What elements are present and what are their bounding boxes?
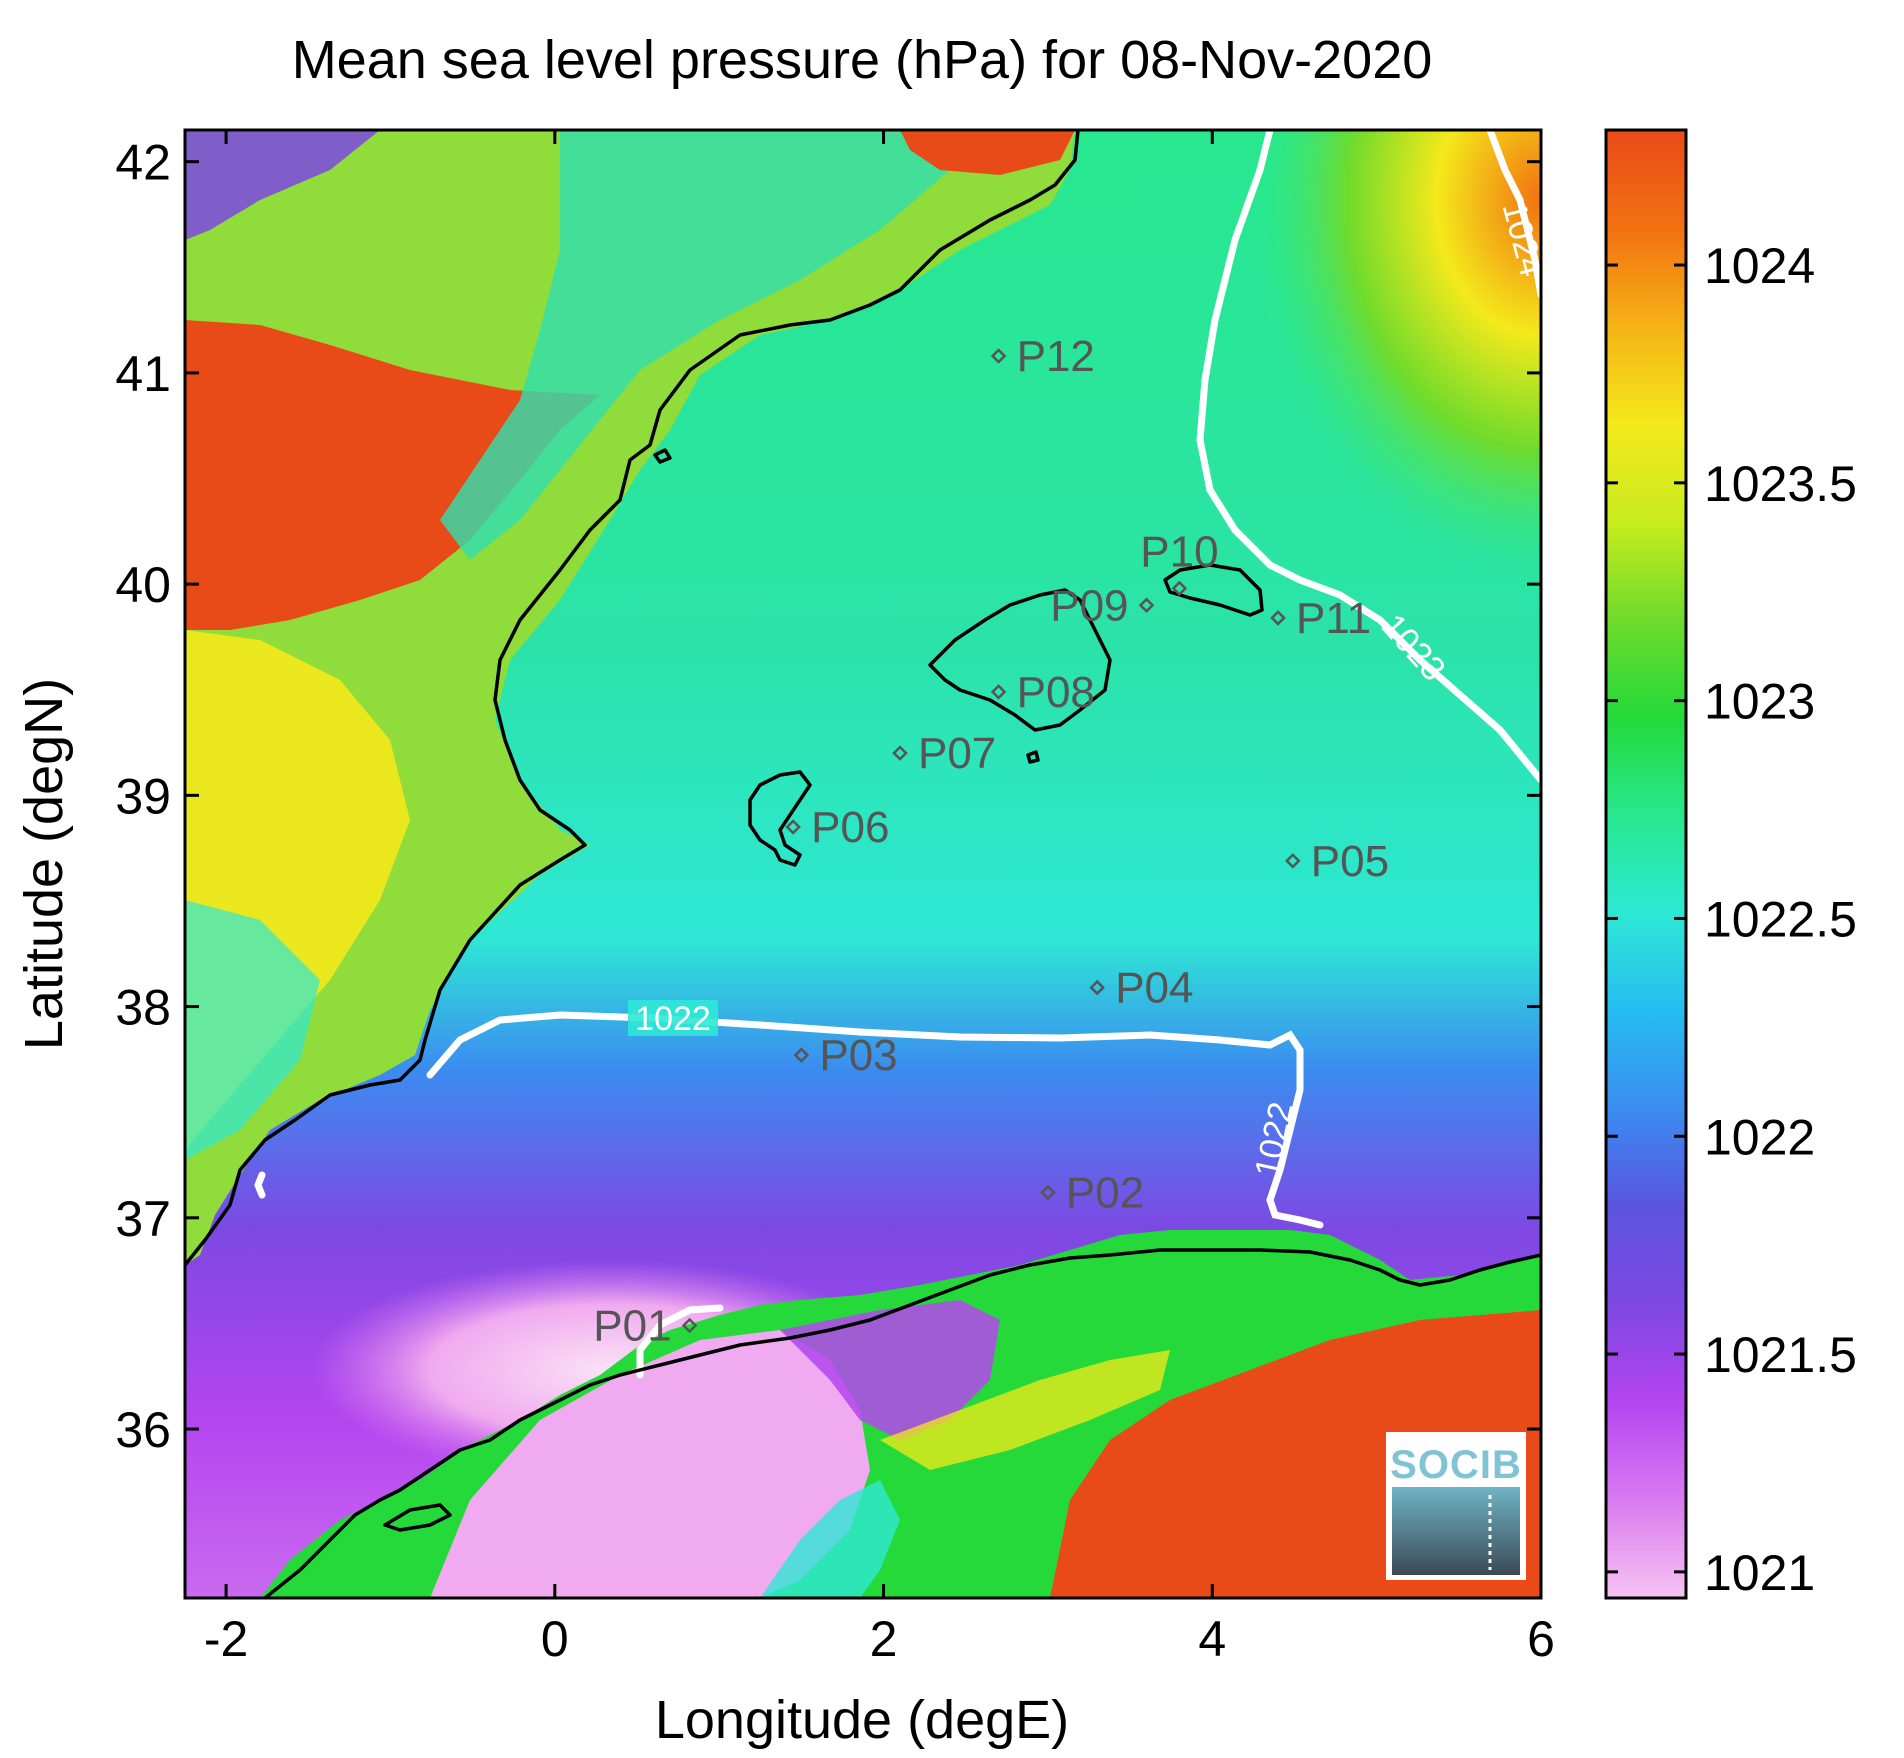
coastline-columbretes: [653, 448, 672, 464]
isobar-1022-north: [426, 1011, 1324, 1229]
coastline-mallorca: [928, 588, 1112, 732]
y-axis-ticks: 36 37 38 39 40 41 42: [115, 135, 1541, 1458]
station-label: P11: [1296, 594, 1371, 643]
iberia-coast-band: [440, 130, 960, 560]
africa-cyan-band: [760, 1480, 900, 1598]
x-tick-label: 0: [541, 1611, 569, 1667]
coastlines: [185, 130, 1541, 1598]
contour-label-bg: [628, 1000, 718, 1036]
station-marker: [681, 1317, 698, 1334]
coastline-cabrera: [1026, 750, 1040, 764]
pressure-field: 1022 1022 1023 1024 P01P02P03P04P05P06P0…: [185, 130, 1541, 1598]
station-marker: [1089, 979, 1105, 996]
chart-title: Mean sea level pressure (hPa) for 08-Nov…: [292, 30, 1433, 90]
africa-purple: [780, 1300, 1000, 1440]
africa-low-pink: [430, 1330, 870, 1598]
coastline-ibiza: [748, 770, 812, 867]
colorbar-tick-label: 1021: [1704, 1545, 1815, 1601]
station-marker: [793, 1047, 810, 1063]
y-tick-label: 41: [115, 346, 171, 402]
colorbar-tick-label: 1023.5: [1704, 456, 1857, 512]
y-tick-label: 40: [115, 557, 171, 613]
station-label: P04: [1115, 964, 1193, 1013]
y-tick-label: 37: [115, 1191, 171, 1247]
iberia-pyrenees: [900, 130, 1075, 175]
coastline-alboran: [383, 1503, 452, 1532]
x-tick-label: 2: [870, 1611, 898, 1667]
colorbar-tick-label: 1022.5: [1704, 891, 1857, 947]
x-axis-ticks: -2 0 2 4 6: [204, 130, 1555, 1667]
y-tick-label: 38: [115, 980, 171, 1036]
station-label: P03: [819, 1031, 897, 1080]
station-label: P09: [1050, 581, 1128, 630]
station-label: P06: [811, 803, 889, 852]
station-marker: [1138, 597, 1155, 614]
iberia-highland-1: [185, 320, 600, 630]
station-marker: [892, 745, 908, 761]
colorbar-ticks: 1021 1021.5 1022 1022.5 1023 1023.5 1024: [1606, 238, 1857, 1601]
isobar-1022-south: [636, 1304, 724, 1379]
station-marker: [1040, 1184, 1056, 1201]
africa-mid-yellow: [880, 1350, 1170, 1470]
x-axis-label: Longitude (degE): [655, 1690, 1069, 1750]
iberia-se-cyan: [185, 900, 320, 1160]
station-marker: [990, 684, 1007, 700]
isobar-1022-west: [254, 1171, 266, 1199]
ne-high-pressure: [1000, 130, 1541, 830]
colorbar-frame: [1604, 128, 1688, 1600]
station-label: P10: [1140, 527, 1218, 576]
colorbar-tick-label: 1022: [1704, 1109, 1815, 1165]
y-tick-label: 42: [115, 135, 171, 191]
station-marker: [785, 819, 801, 835]
station-label: P12: [1017, 332, 1095, 381]
plot-frame: [183, 128, 1543, 1600]
colorbar-tick-label: 1023: [1704, 674, 1815, 730]
y-tick-label: 36: [115, 1402, 171, 1458]
isobar-1023: [1196, 130, 1541, 784]
logo-gradient: [1392, 1487, 1520, 1575]
coastline-africa: [263, 1248, 1541, 1598]
station-marker: [1171, 580, 1188, 597]
station-label: P08: [1017, 668, 1095, 717]
isobars: [254, 130, 1541, 1379]
x-tick-label: 6: [1527, 1611, 1555, 1667]
x-tick-label: 4: [1198, 1611, 1226, 1667]
station-label: P05: [1311, 837, 1389, 886]
isobar-1024: [1486, 130, 1541, 299]
colorbar-fill: [1606, 130, 1686, 1598]
station-label: P01: [593, 1302, 671, 1351]
contour-label-1022-a: 1022: [635, 1000, 711, 1038]
station-marker: [1285, 853, 1301, 869]
colorbar-tick-label: 1021.5: [1704, 1327, 1857, 1383]
station-marker: [990, 348, 1007, 364]
iberia-nw-purple: [185, 130, 380, 240]
logo-text: SOCIB: [1390, 1443, 1522, 1487]
station-label: P02: [1066, 1168, 1144, 1217]
x-tick-label: -2: [204, 1611, 248, 1667]
station-label: P07: [918, 729, 996, 778]
coastline-iberia: [185, 130, 1080, 1267]
y-axis-label: Latitude (degN): [14, 678, 74, 1050]
socib-logo: SOCIB: [1386, 1432, 1526, 1580]
colorbar-tick-label: 1024: [1704, 238, 1815, 294]
y-tick-label: 39: [115, 768, 171, 824]
station-marker: [1270, 610, 1286, 626]
coastline-menorca: [1163, 563, 1264, 617]
